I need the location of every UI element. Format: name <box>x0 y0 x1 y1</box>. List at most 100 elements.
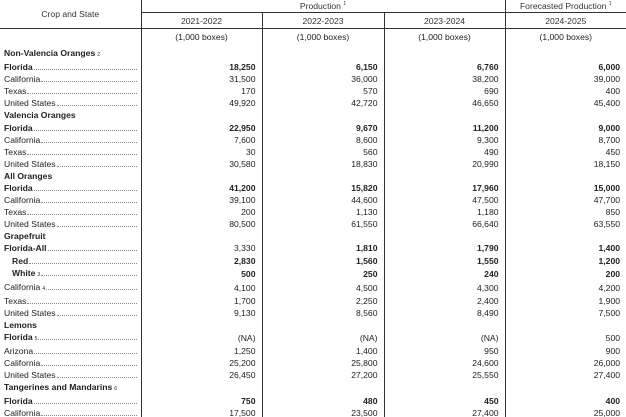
year-header: 2022-2023 <box>261 12 384 29</box>
production-header: Production 1 <box>140 0 506 13</box>
table-row: Florida 41,200 15,820 17,960 15,000 <box>0 181 626 195</box>
table-row: California 39,100 44,600 47,500 47,700 <box>0 194 626 207</box>
value-cell: 18,150 <box>504 157 626 170</box>
dot-leader <box>33 182 137 191</box>
row-label-text: Florida <box>4 122 33 133</box>
row-label: California <box>0 407 141 417</box>
value-cell: 9,130 <box>140 306 262 319</box>
value-cell: 400 <box>504 85 626 98</box>
dot-leader <box>33 395 137 405</box>
value-cell: 46,650 <box>383 97 506 110</box>
value-cell: 15,820 <box>261 181 384 195</box>
value-cell: 4,300 <box>383 280 506 295</box>
value-cell <box>261 169 384 182</box>
value-cell: 4,100 <box>140 280 262 295</box>
value-cell <box>140 318 262 331</box>
footnote-marker: 6 <box>114 386 118 393</box>
dot-leader <box>56 97 137 107</box>
dot-leader <box>27 85 137 95</box>
table-row: California 25,200 25,800 24,600 26,000 <box>0 356 626 370</box>
value-cell: 500 <box>504 330 626 345</box>
value-cell: 30 <box>140 145 262 158</box>
value-cell <box>261 381 384 396</box>
row-label: Florida <box>0 395 141 407</box>
value-cell: 26,000 <box>504 356 626 370</box>
dot-leader <box>41 73 137 83</box>
row-label-text: All Oranges <box>4 170 53 181</box>
value-cell <box>383 381 506 396</box>
row-label: Florida <box>0 121 141 133</box>
row-label-text: Texas <box>4 86 27 97</box>
value-cell: 39,000 <box>504 73 626 86</box>
value-cell: 8,560 <box>261 306 384 319</box>
table-row: Florida 750 480 450 400 <box>0 395 626 408</box>
row-label: Tangerines and Mandarins 6 <box>0 381 141 395</box>
dot-leader <box>34 345 137 354</box>
row-label: Florida-All <box>0 242 141 254</box>
table-row: United States 26,450 27,200 25,550 27,400 <box>0 369 626 382</box>
value-cell: 22,950 <box>140 121 262 134</box>
row-label-text: Texas <box>4 295 27 306</box>
row-label-text: Lemons <box>4 319 37 330</box>
value-cell: 8,490 <box>383 306 506 319</box>
value-cell <box>383 109 506 122</box>
value-cell: 950 <box>383 344 506 357</box>
dot-leader <box>27 146 137 155</box>
table-row: Texas 1,700 2,250 2,400 1,900 <box>0 294 626 307</box>
dot-leader <box>47 242 137 252</box>
footnote-marker: 2 <box>97 52 101 58</box>
value-cell: 200 <box>140 206 262 219</box>
value-cell: 38,200 <box>383 73 506 86</box>
row-label-text: White <box>12 267 36 278</box>
row-label-text: Texas <box>4 146 27 157</box>
value-cell: 31,500 <box>140 73 262 86</box>
table-row: California 4 4,100 4,500 4,300 4,200 <box>0 280 626 295</box>
value-cell: 1,130 <box>261 206 384 219</box>
value-cell: 36,000 <box>261 73 384 86</box>
value-cell: 2,830 <box>140 254 262 267</box>
row-label-text: Red <box>12 255 29 266</box>
row-label-text: Non-Valencia Oranges <box>4 48 96 58</box>
value-cell: 7,500 <box>504 306 626 319</box>
table-row: Texas 170 570 690 400 <box>0 85 626 98</box>
row-label-text: California <box>4 408 41 417</box>
value-cell: 39,100 <box>140 194 262 207</box>
row-label-text: California <box>4 195 41 206</box>
value-cell: 61,550 <box>261 218 384 231</box>
units-label: (1,000 boxes) <box>261 28 384 47</box>
row-label: Red <box>0 255 141 267</box>
value-cell: 25,800 <box>261 356 384 370</box>
value-cell: 9,300 <box>383 133 506 146</box>
dot-leader <box>41 407 137 417</box>
row-label-text: California <box>4 74 41 85</box>
footnote-marker: 4 <box>42 285 46 292</box>
value-cell: 27,200 <box>261 369 384 382</box>
value-cell: 9,670 <box>261 121 384 134</box>
forecast-header: Forecasted Production 1 <box>504 0 626 13</box>
units-label: (1,000 boxes) <box>140 28 262 47</box>
row-label-text: Florida <box>4 182 33 193</box>
dot-leader <box>56 218 137 228</box>
value-cell: 1,900 <box>504 294 626 307</box>
row-label-text: United States <box>4 98 56 109</box>
row-label-text: United States <box>4 158 56 169</box>
row-label: Texas <box>0 85 141 97</box>
dot-leader <box>33 61 137 71</box>
dot-leader <box>56 158 137 167</box>
value-cell: 1,200 <box>504 254 626 267</box>
value-cell: 80,500 <box>140 218 262 231</box>
row-label: Texas <box>0 206 141 218</box>
section-row: Tangerines and Mandarins 6 <box>0 381 626 396</box>
table-row: Florida 18,250 6,150 6,760 6,000 <box>0 61 626 74</box>
value-cell: (NA) <box>261 330 384 345</box>
row-label: White 3 <box>0 267 141 281</box>
value-cell: 47,700 <box>504 194 626 207</box>
row-label: Lemons <box>0 319 141 331</box>
stub-header: Crop and State <box>0 0 141 29</box>
row-label: Grapefruit <box>0 230 141 242</box>
row-label-text: Arizona <box>4 345 34 356</box>
dot-leader <box>33 122 137 131</box>
row-label-text: Florida <box>4 396 33 407</box>
table-row: United States 49,920 42,720 46,650 45,400 <box>0 97 626 110</box>
value-cell: 750 <box>140 395 262 408</box>
